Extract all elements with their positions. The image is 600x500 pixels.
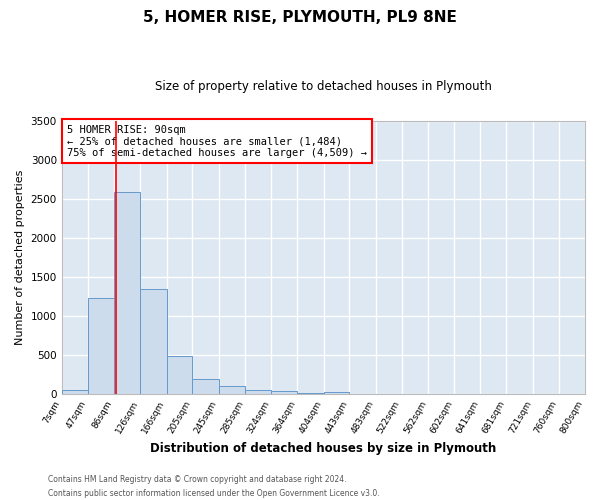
Bar — [114, 192, 140, 394]
Bar — [245, 390, 271, 394]
Bar — [323, 392, 349, 394]
Bar — [167, 356, 193, 394]
Bar — [140, 290, 167, 394]
Bar — [271, 392, 297, 394]
X-axis label: Distribution of detached houses by size in Plymouth: Distribution of detached houses by size … — [150, 442, 496, 455]
Y-axis label: Number of detached properties: Number of detached properties — [15, 170, 25, 345]
Bar — [219, 386, 245, 394]
Bar — [88, 298, 114, 394]
Text: Contains HM Land Registry data © Crown copyright and database right 2024.
Contai: Contains HM Land Registry data © Crown c… — [48, 476, 380, 498]
Bar — [62, 390, 88, 394]
Bar — [297, 392, 323, 394]
Title: Size of property relative to detached houses in Plymouth: Size of property relative to detached ho… — [155, 80, 492, 93]
Text: 5, HOMER RISE, PLYMOUTH, PL9 8NE: 5, HOMER RISE, PLYMOUTH, PL9 8NE — [143, 10, 457, 25]
Text: 5 HOMER RISE: 90sqm
← 25% of detached houses are smaller (1,484)
75% of semi-det: 5 HOMER RISE: 90sqm ← 25% of detached ho… — [67, 124, 367, 158]
Bar — [193, 379, 219, 394]
